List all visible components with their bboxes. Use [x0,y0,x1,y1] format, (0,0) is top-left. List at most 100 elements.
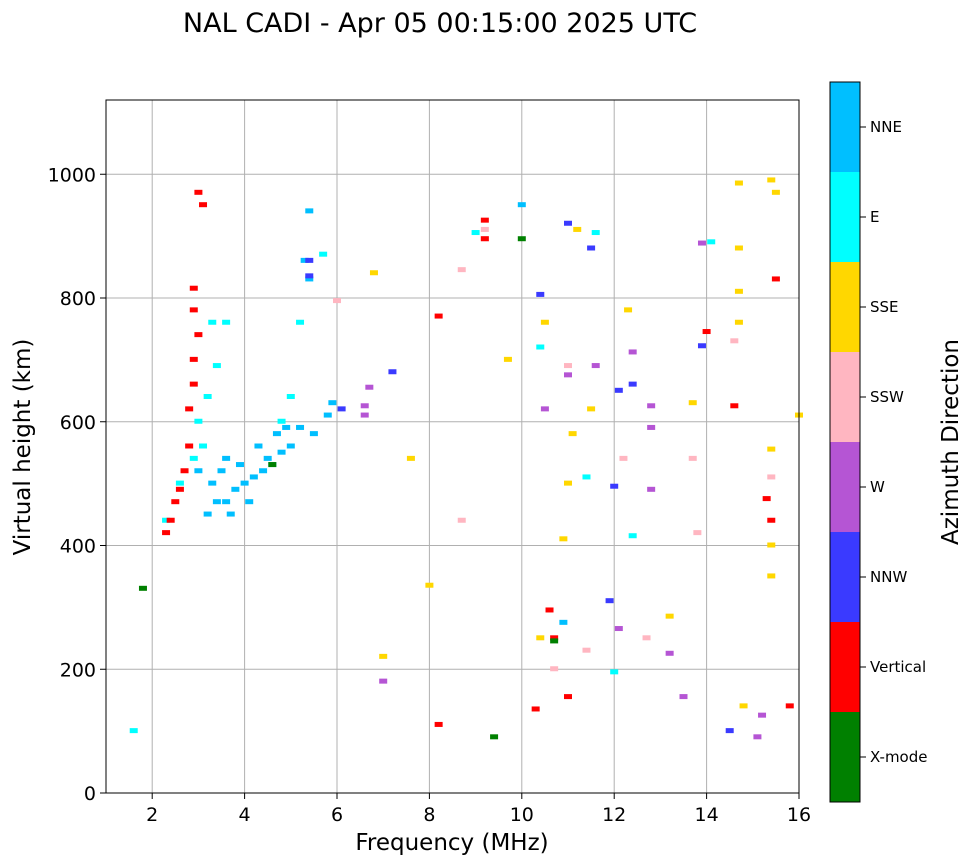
data-point [189,455,198,461]
data-point [245,499,254,505]
colorbar-segment [830,712,860,802]
data-point [194,189,203,195]
x-tick-label: 14 [695,804,719,826]
colorbar-tick-label: W [870,478,885,496]
data-point [582,474,591,480]
plot-frame [105,99,800,794]
data-point [564,480,572,486]
data-point [203,511,212,517]
data-point [767,517,776,523]
data-point [591,230,600,236]
chart-title: NAL CADI - Apr 05 00:15:00 2025 UTC [183,8,697,39]
data-point [734,180,743,186]
data-point [647,424,656,430]
data-point [231,486,240,492]
data-point [582,647,591,653]
colorbar-tick-label: NNE [870,118,902,136]
data-point [268,462,277,468]
colorbar-segment [830,442,860,532]
data-point [517,236,526,242]
colorbar-segment [830,172,860,262]
data-point [222,319,231,325]
data-point [517,202,526,208]
data-point [771,189,780,195]
data-point [614,387,623,393]
data-point [189,381,198,387]
colorbar-tick-label: E [870,208,879,226]
y-tick-label: 1000 [48,164,96,186]
colorbar-frame [829,81,861,803]
series-e [129,230,716,734]
data-point [564,220,572,226]
data-point [194,418,203,424]
data-point [490,734,499,740]
data-point [434,313,443,319]
data-point [536,291,545,297]
data-point [564,694,572,700]
x-axis-label: Frequency (MHz) [355,830,548,856]
data-point [767,573,776,579]
data-point [697,343,706,349]
data-point [235,462,244,468]
x-tick-label: 10 [510,804,534,826]
series-nne [194,202,568,625]
data-point [379,678,388,684]
data-point [286,443,295,449]
data-point [730,403,739,409]
data-point [767,177,776,183]
colorbar-segment [830,532,860,622]
data-point [559,536,568,542]
data-point [457,267,466,273]
data-point [619,455,628,461]
data-point [610,669,619,675]
data-point [573,226,582,232]
data-point [323,412,332,418]
data-point [550,666,559,672]
data-point [286,394,295,399]
data-point [166,517,175,523]
data-point [457,517,466,523]
data-point [767,474,776,480]
data-point [679,694,688,700]
series-nnw [305,220,734,734]
data-point [333,298,341,304]
data-point [199,443,208,449]
data-point [319,251,328,257]
data-point [471,230,480,236]
data-point [185,443,194,449]
data-point [767,542,776,548]
data-point [138,585,147,591]
data-point [564,372,572,378]
data-point [591,363,600,369]
data-point [480,217,489,223]
data-point [388,369,397,375]
colorbar-label: Azimuth Direction [938,339,964,545]
data-point [282,424,291,430]
data-point [739,703,748,709]
data-point [758,712,767,718]
data-point [587,406,596,412]
data-point [199,202,208,208]
series-ssw [333,226,776,672]
data-point [208,480,217,486]
y-axis: 0 200 400 600 800 1000 [48,164,106,805]
data-point [300,257,309,263]
data-point [785,703,794,709]
data-point [203,394,212,399]
data-point [767,446,776,452]
data-point [564,363,572,369]
x-tick-label: 6 [331,804,343,826]
data-point [189,356,198,362]
x-tick-label: 12 [602,804,626,826]
colorbar-segment [830,352,860,442]
data-point [628,533,637,539]
data-point [305,276,314,282]
data-point [259,468,268,474]
data-point [226,511,235,517]
data-point [194,468,203,474]
series-w [360,240,767,740]
data-point [222,455,231,461]
data-point [665,613,674,619]
data-point [240,480,249,486]
